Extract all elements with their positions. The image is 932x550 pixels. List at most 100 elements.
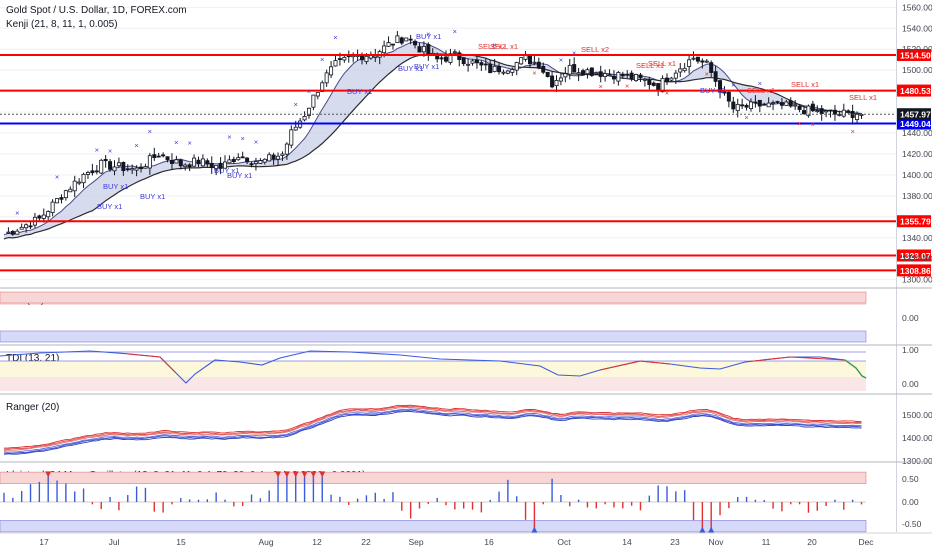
sell-marker: × bbox=[599, 82, 603, 91]
tdi-pane[interactable]: TDI (13, 21) 1.00 0.00 bbox=[0, 344, 932, 391]
price-axis[interactable]: 1514.50 1480.53 1449.04 1355.79 1323.07 1308.… bbox=[896, 0, 932, 532]
candle-body bbox=[143, 166, 148, 169]
ranger-band bbox=[3, 409, 862, 454]
candle-body bbox=[695, 56, 700, 62]
candle-body bbox=[810, 103, 815, 112]
candle-body bbox=[311, 94, 316, 108]
signal-label-buy: BUY x1 bbox=[97, 202, 122, 211]
signal-label-buy: BUY x1 bbox=[227, 171, 252, 180]
price-tick-label: 1440.00 bbox=[902, 128, 932, 138]
signal-label-buy: BUY x1 bbox=[103, 182, 128, 191]
candle-body bbox=[258, 160, 263, 164]
candle-body bbox=[527, 54, 532, 65]
candle-body bbox=[855, 113, 860, 121]
osc-upper-zone bbox=[0, 471, 867, 484]
candle-body bbox=[828, 109, 833, 112]
signal-label-sell: SELL x1 bbox=[648, 59, 676, 68]
sell-marker: × bbox=[532, 69, 536, 78]
signal-label-buy: BUY x1 bbox=[214, 166, 239, 175]
tdi-red-segment bbox=[127, 353, 176, 373]
candle-body bbox=[784, 101, 789, 106]
buy-marker: × bbox=[174, 138, 178, 147]
candle-body bbox=[390, 43, 395, 46]
candle-body bbox=[205, 160, 210, 165]
candle-body bbox=[55, 198, 60, 204]
ranger-pane[interactable]: Ranger (20) 1500.00 1400.00 1300.00 bbox=[0, 393, 932, 466]
buy-marker: × bbox=[15, 209, 19, 218]
candle-body bbox=[364, 55, 369, 62]
oscillator-triangle bbox=[708, 526, 715, 533]
candle-body bbox=[214, 164, 219, 170]
buy-marker: × bbox=[426, 29, 430, 38]
candle-body bbox=[421, 46, 426, 53]
candle-body bbox=[665, 77, 670, 83]
candle-body bbox=[19, 226, 24, 230]
level-price-text: 1480.53 bbox=[900, 86, 931, 96]
candle-body bbox=[386, 42, 391, 47]
time-tick-label: 23 bbox=[670, 537, 680, 547]
buy-marker: × bbox=[294, 100, 298, 109]
level-price-text: 1308.86 bbox=[900, 266, 931, 276]
candle-body bbox=[687, 59, 692, 67]
candle-body bbox=[187, 164, 192, 168]
candle-body bbox=[125, 168, 130, 171]
candle-body bbox=[103, 158, 108, 162]
oscillator-pane[interactable]: Idnistrade24 MegaOscillator (13, 8, 21, … bbox=[0, 461, 932, 533]
signal-label-sell: SELL x1 bbox=[849, 93, 877, 102]
candle-body bbox=[625, 73, 630, 76]
msi-pane[interactable]: MSI (10) 0.00 bbox=[0, 287, 932, 343]
candle-body bbox=[576, 72, 581, 75]
candle-body bbox=[152, 154, 157, 159]
candle-body bbox=[726, 91, 731, 102]
candle-body bbox=[620, 73, 625, 77]
pane-tick-label: 1300.00 bbox=[902, 456, 932, 466]
chart-title: Gold Spot / U.S. Dollar, 1D, FOREX.com bbox=[6, 5, 187, 16]
main-price-pane[interactable]: ××× ×××× ×× × ××××× × ×××××× ××××××× ××BUY x1BUY… bbox=[0, 0, 896, 287]
buy-marker: × bbox=[559, 56, 563, 65]
candle-body bbox=[452, 51, 457, 54]
candle-body bbox=[174, 159, 179, 164]
candle-body bbox=[550, 75, 555, 88]
time-axis[interactable]: 17 Jul 15 Aug 12 22 Sep 16 Oct 14 23 Nov 11 20 Dec bbox=[0, 532, 932, 547]
candle-body bbox=[479, 62, 484, 66]
candle-body bbox=[740, 104, 745, 107]
level-price-tag bbox=[897, 215, 931, 228]
msi-lower-zone bbox=[0, 330, 867, 343]
candle-body bbox=[682, 67, 687, 71]
oscillator-triangle bbox=[319, 471, 326, 478]
candle-body bbox=[262, 158, 267, 163]
time-tick-label: 15 bbox=[176, 537, 186, 547]
buy-marker: × bbox=[95, 145, 99, 154]
candle-body bbox=[788, 100, 793, 107]
candle-body bbox=[483, 63, 488, 66]
candle-body bbox=[744, 104, 749, 108]
candle-body bbox=[793, 104, 798, 107]
candle-body bbox=[116, 162, 121, 167]
candle-body bbox=[6, 231, 11, 234]
tdi-red-segment bbox=[744, 356, 846, 363]
candle-body bbox=[775, 101, 780, 103]
candle-body bbox=[134, 167, 139, 171]
candle-body bbox=[382, 45, 387, 54]
signal-label-sell: SELL x1 bbox=[636, 61, 664, 70]
pane-tick-label: 1400.00 bbox=[902, 433, 932, 443]
oscillator-triangle bbox=[275, 471, 282, 478]
candle-body bbox=[505, 70, 510, 74]
candle-body bbox=[470, 60, 475, 64]
candle-body bbox=[342, 56, 347, 61]
candle-body bbox=[589, 67, 594, 76]
ranger-band bbox=[3, 404, 862, 449]
candle-body bbox=[200, 158, 205, 167]
candle-body bbox=[227, 159, 232, 164]
tdi-red-segment bbox=[599, 360, 671, 371]
candle-body bbox=[41, 214, 46, 219]
candle-body bbox=[443, 56, 448, 62]
signal-label-sell: SELL x1 bbox=[791, 80, 819, 89]
time-tick-label: 20 bbox=[807, 537, 817, 547]
candle-body bbox=[94, 170, 99, 173]
candle-body bbox=[24, 224, 29, 229]
signal-label-buy: BUY x1 bbox=[140, 192, 165, 201]
msi-upper-zone bbox=[0, 291, 867, 304]
candle-body bbox=[757, 99, 762, 107]
